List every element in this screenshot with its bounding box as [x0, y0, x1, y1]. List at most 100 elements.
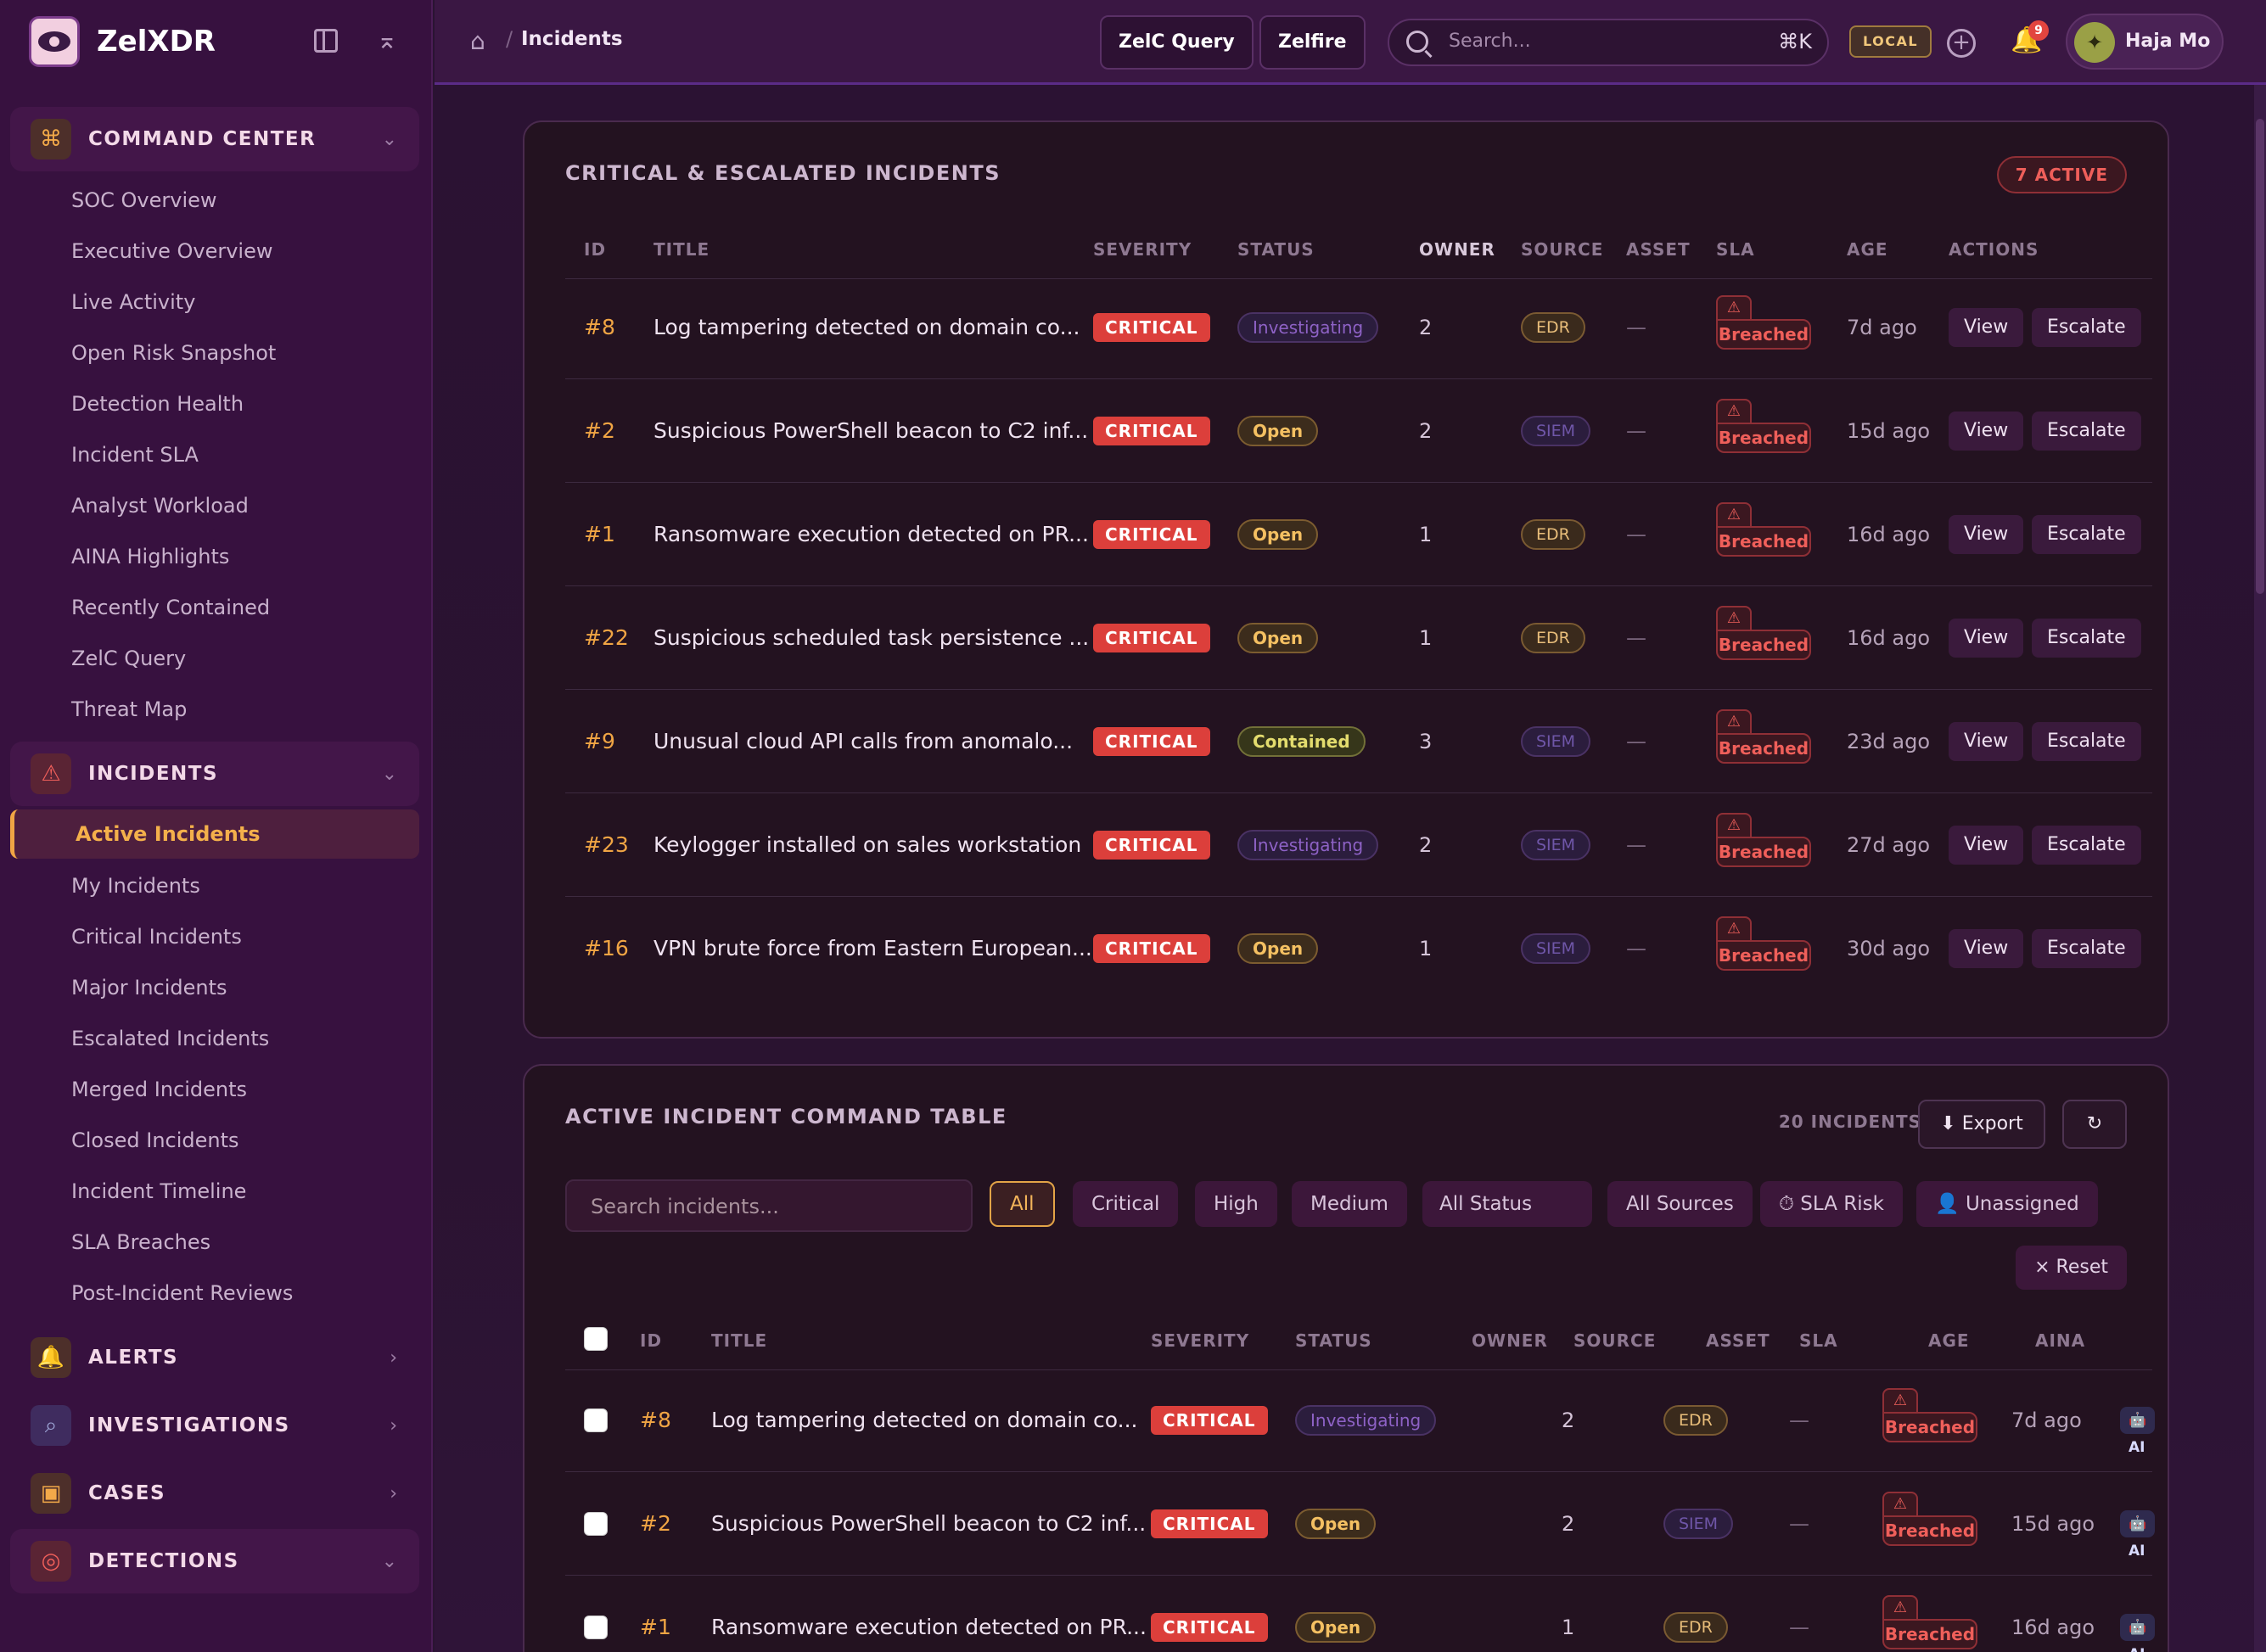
column-header[interactable]: STATUS: [1237, 239, 1315, 260]
incident-id[interactable]: #8: [640, 1408, 671, 1432]
escalate-button[interactable]: Escalate: [2032, 619, 2141, 658]
sidebar-item[interactable]: Open Risk Snapshot: [71, 341, 277, 365]
sidebar-item-active[interactable]: Active Incidents: [10, 809, 419, 859]
column-header[interactable]: AGE: [1928, 1330, 1970, 1351]
column-header[interactable]: SOURCE: [1573, 1330, 1657, 1351]
sidebar-item[interactable]: Incident SLA: [71, 443, 199, 467]
incident-id[interactable]: #8: [584, 315, 615, 339]
column-header[interactable]: ASSET: [1626, 239, 1691, 260]
row-checkbox[interactable]: [584, 1512, 608, 1536]
view-button[interactable]: View: [1949, 412, 2024, 451]
add-icon[interactable]: +: [1947, 29, 1976, 58]
filter-sources-select[interactable]: All Sources: [1607, 1181, 1753, 1227]
sidebar-item[interactable]: Closed Incidents: [71, 1128, 239, 1152]
sidebar-item[interactable]: Critical Incidents: [71, 925, 242, 949]
incident-title[interactable]: Suspicious PowerShell beacon to C2 inf..…: [711, 1511, 1147, 1536]
sidebar-item[interactable]: Escalated Incidents: [71, 1027, 270, 1050]
incident-id[interactable]: #23: [584, 832, 629, 857]
view-button[interactable]: View: [1949, 929, 2024, 968]
sidebar-item[interactable]: Post-Incident Reviews: [71, 1281, 294, 1305]
column-header[interactable]: OWNER: [1419, 239, 1495, 260]
column-header[interactable]: SEVERITY: [1093, 239, 1192, 260]
aina-ai-badge[interactable]: 🤖 AI: [2120, 1510, 2156, 1560]
scrollbar-thumb[interactable]: [2256, 119, 2264, 594]
sidebar-item[interactable]: Threat Map: [71, 697, 188, 721]
column-header[interactable]: SLA: [1716, 239, 1755, 260]
filter-sla-risk[interactable]: ⏱ SLA Risk: [1760, 1181, 1903, 1227]
row-checkbox[interactable]: [584, 1616, 608, 1639]
row-checkbox[interactable]: [584, 1408, 608, 1432]
refresh-icon[interactable]: ↻: [2062, 1100, 2127, 1149]
incident-id[interactable]: #2: [640, 1511, 671, 1536]
section-command-center[interactable]: ⌘ COMMAND CENTER ⌄: [10, 107, 419, 171]
breadcrumb[interactable]: Incidents: [521, 28, 623, 50]
section-alerts[interactable]: 🔔 ALERTS ›: [10, 1325, 419, 1390]
escalate-button[interactable]: Escalate: [2032, 515, 2141, 554]
incident-title[interactable]: Log tampering detected on domain co...: [711, 1408, 1138, 1432]
sidebar-item[interactable]: My Incidents: [71, 874, 200, 898]
column-header[interactable]: TITLE: [711, 1330, 768, 1351]
incident-id[interactable]: #2: [584, 418, 615, 443]
escalate-button[interactable]: Escalate: [2032, 412, 2141, 451]
incident-title[interactable]: Suspicious PowerShell beacon to C2 inf..…: [653, 418, 1089, 443]
section-cases[interactable]: ▣ CASES ›: [10, 1461, 419, 1526]
incident-id[interactable]: #16: [584, 936, 629, 960]
export-button[interactable]: ⬇ Export: [1918, 1100, 2045, 1149]
sidebar-item[interactable]: Executive Overview: [71, 239, 273, 263]
filter-unassigned[interactable]: 👤 Unassigned: [1916, 1181, 2098, 1227]
aina-ai-badge[interactable]: 🤖 AI: [2120, 1407, 2156, 1456]
incident-id[interactable]: #1: [584, 522, 615, 546]
column-header[interactable]: AINA: [2035, 1330, 2086, 1351]
incident-title[interactable]: Unusual cloud API calls from anomalo...: [653, 729, 1074, 753]
escalate-button[interactable]: Escalate: [2032, 929, 2141, 968]
view-button[interactable]: View: [1949, 826, 2024, 865]
sidebar-item[interactable]: Merged Incidents: [71, 1078, 248, 1101]
sidebar-item[interactable]: Incident Timeline: [71, 1179, 247, 1203]
section-investigations[interactable]: ⌕ INVESTIGATIONS ›: [10, 1393, 419, 1458]
reset-filters-button[interactable]: × Reset: [2016, 1246, 2127, 1290]
incident-id[interactable]: #22: [584, 625, 629, 650]
sidebar-item[interactable]: SOC Overview: [71, 188, 217, 212]
column-header[interactable]: ID: [640, 1330, 663, 1351]
view-button[interactable]: View: [1949, 722, 2024, 761]
user-menu[interactable]: ✦ Haja Mo: [2066, 14, 2224, 70]
zelc-query-button[interactable]: ZelC Query: [1100, 15, 1254, 70]
escalate-button[interactable]: Escalate: [2032, 722, 2141, 761]
column-header[interactable]: SLA: [1799, 1330, 1838, 1351]
filter-high[interactable]: High: [1195, 1181, 1277, 1227]
home-icon[interactable]: ⌂: [470, 27, 485, 55]
view-button[interactable]: View: [1949, 619, 2024, 658]
incident-title[interactable]: Log tampering detected on domain co...: [653, 315, 1080, 339]
sidebar-item[interactable]: ZelC Query: [71, 647, 187, 670]
sidebar-item[interactable]: Recently Contained: [71, 596, 271, 619]
sidebar-item[interactable]: Live Activity: [71, 290, 196, 314]
sidebar-item[interactable]: Analyst Workload: [71, 494, 249, 518]
escalate-button[interactable]: Escalate: [2032, 826, 2141, 865]
incident-title[interactable]: Ransomware execution detected on PR...: [653, 522, 1089, 546]
incident-search-input[interactable]: Search incidents...: [565, 1179, 973, 1232]
incident-title[interactable]: Keylogger installed on sales workstation: [653, 832, 1082, 857]
column-header[interactable]: OWNER: [1472, 1330, 1548, 1351]
toggle-panel-icon[interactable]: [311, 25, 341, 56]
column-header[interactable]: SEVERITY: [1151, 1330, 1250, 1351]
view-button[interactable]: View: [1949, 308, 2024, 347]
filter-all[interactable]: All: [990, 1181, 1055, 1227]
brand[interactable]: ZelXDR: [29, 15, 216, 68]
incident-id[interactable]: #9: [584, 729, 615, 753]
incident-title[interactable]: VPN brute force from Eastern European...: [653, 936, 1092, 960]
filter-medium[interactable]: Medium: [1292, 1181, 1407, 1227]
column-header[interactable]: STATUS: [1295, 1330, 1372, 1351]
section-incidents[interactable]: ⚠ INCIDENTS ⌄: [10, 742, 419, 806]
escalate-button[interactable]: Escalate: [2032, 308, 2141, 347]
column-header[interactable]: SOURCE: [1521, 239, 1604, 260]
sidebar-item[interactable]: Major Incidents: [71, 976, 227, 1000]
view-button[interactable]: View: [1949, 515, 2024, 554]
zelfire-button[interactable]: Zelfire: [1259, 15, 1366, 70]
aina-ai-badge[interactable]: 🤖 AI: [2120, 1614, 2156, 1652]
select-all-checkbox[interactable]: [584, 1327, 608, 1351]
column-header[interactable]: ASSET: [1706, 1330, 1770, 1351]
filter-critical[interactable]: Critical: [1073, 1181, 1179, 1227]
column-header[interactable]: AGE: [1847, 239, 1888, 260]
column-header[interactable]: TITLE: [653, 239, 710, 260]
column-header[interactable]: ID: [584, 239, 607, 260]
